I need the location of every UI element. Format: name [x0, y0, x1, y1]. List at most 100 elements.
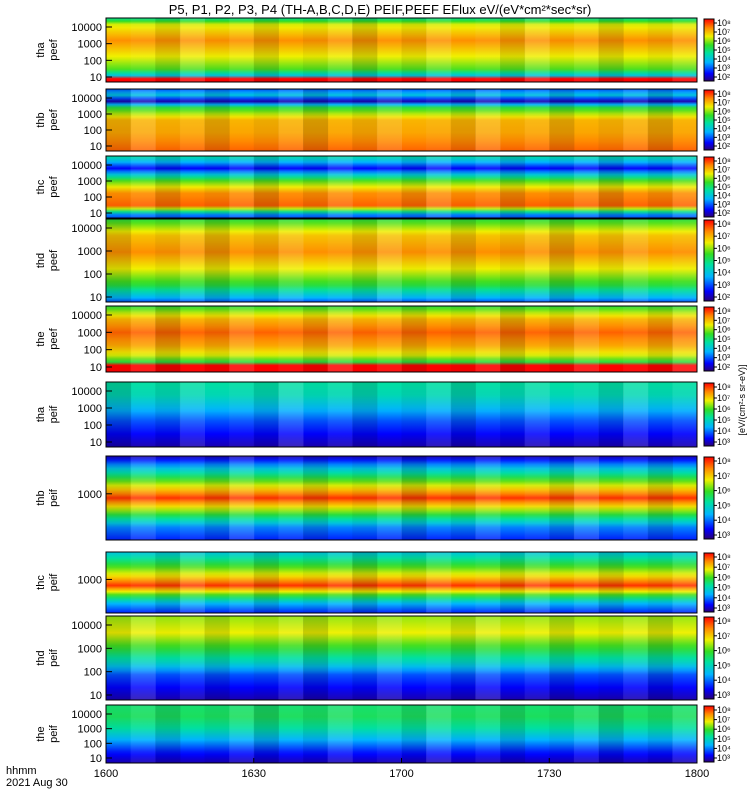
- heatmap-column: [573, 705, 599, 763]
- colorbar-label: 10⁶: [717, 36, 731, 46]
- heatmap-column: [500, 219, 526, 302]
- heatmap-column: [352, 616, 378, 700]
- panel-frame: [105, 381, 698, 448]
- heatmap-column: [524, 219, 550, 302]
- heatmap-column: [278, 705, 303, 763]
- heatmap-column: [278, 456, 304, 540]
- colorbar-thb-peif: [703, 456, 715, 540]
- colorbar-label: 10³: [717, 132, 730, 142]
- heatmap-column: [106, 89, 132, 151]
- heatmap-column: [573, 552, 599, 613]
- heatmap-the-peef: [106, 306, 697, 372]
- panels: tha peef1010010001000010²10³10⁴10⁵10⁶10⁷1…: [35, 17, 731, 765]
- heatmap-column: [253, 18, 279, 82]
- heatmap-column: [106, 382, 132, 447]
- heatmap-column: [623, 705, 648, 763]
- x-axis: 1600 1630 1700 1730 1800: [94, 758, 709, 780]
- ytick-label: 10: [90, 437, 102, 449]
- colorbar-label: 10⁷: [717, 631, 730, 641]
- heatmap-column: [253, 552, 279, 613]
- colorbar-label: 10⁴: [717, 191, 731, 201]
- heatmap-column: [573, 382, 599, 447]
- heatmap-column: [155, 705, 181, 763]
- heatmap-column: [647, 705, 673, 763]
- heatmap-column: [376, 156, 402, 218]
- heatmap-column: [623, 89, 649, 151]
- heatmap-column: [205, 18, 230, 82]
- panel-thd-peif: thd peif 10 100 1000 10000 10³ 10⁴ 10⁵ 10⁶ 10⁷ 10⁸: [35, 615, 731, 702]
- colorbar-thc-peef: [703, 156, 715, 218]
- heatmap-column: [500, 705, 526, 763]
- heatmap-column: [450, 89, 476, 151]
- heatmap-column: [549, 552, 574, 613]
- ytick-label: 100: [84, 192, 102, 204]
- colorbar-label: 10⁷: [717, 715, 730, 725]
- heatmap-column: [672, 705, 698, 763]
- colorbar-label: 10²: [717, 208, 730, 218]
- panel-thc-peef: thc peef 10 100 1000 10000 10²10³10⁴10⁵10⁶10⁷1…: [35, 155, 731, 220]
- heatmap-column: [179, 219, 205, 302]
- colorbar-label: 10⁸: [717, 89, 731, 99]
- colorbar-tha-peif: [703, 382, 715, 447]
- heatmap-column: [647, 456, 673, 540]
- heatmap-column: [525, 306, 550, 372]
- ytick-label: 100: [84, 420, 102, 432]
- colorbar-label: 10⁵: [717, 734, 731, 744]
- heatmap-column: [524, 382, 550, 447]
- heatmap-column: [426, 552, 452, 613]
- heatmap-column: [352, 89, 378, 151]
- panel-tha-peef: tha peef 10 100 1000 10000 10²10³10⁴10⁵10⁶10⁷1…: [35, 17, 731, 84]
- ylabel2-thc-peif: peif: [48, 573, 60, 592]
- heatmap-thc-peef: [106, 156, 697, 218]
- heatmap-column: [475, 552, 501, 613]
- colorbar-label: 10⁷: [717, 231, 730, 241]
- heatmap-column: [524, 456, 550, 540]
- colorbar-label: 10⁴: [717, 426, 731, 436]
- colorbar-label: 10⁶: [717, 243, 731, 253]
- heatmap-column: [401, 306, 427, 372]
- heatmap-column: [155, 306, 181, 372]
- colorbar-label: 10⁸: [717, 552, 731, 562]
- heatmap-column: [475, 456, 501, 540]
- ytick-label: 1000: [78, 327, 102, 339]
- colorbar-label: 10³: [717, 437, 730, 447]
- heatmap-column: [254, 456, 279, 540]
- heatmap-column: [672, 156, 698, 218]
- ytick-label: 10: [90, 141, 102, 153]
- heatmap-column: [229, 705, 255, 763]
- footer-hhmm: hhmm: [6, 765, 37, 777]
- heatmap-column: [549, 456, 575, 540]
- colorbar-label: 10³: [717, 690, 730, 700]
- heatmap-column: [155, 382, 181, 447]
- heatmap-column: [327, 705, 353, 763]
- heatmap-column: [106, 306, 132, 372]
- heatmap-column: [155, 616, 180, 700]
- heatmap-column: [451, 156, 476, 218]
- heatmap-column: [623, 306, 649, 372]
- panel-frame: [105, 551, 698, 614]
- heatmap-column: [253, 616, 279, 700]
- colorbar-label: 10⁶: [717, 173, 731, 183]
- colorbar-label: 10⁷: [717, 315, 730, 325]
- ytick-label: 10000: [71, 386, 102, 398]
- colorbar-label: 10³: [717, 603, 730, 613]
- heatmap-column: [426, 382, 452, 447]
- heatmap-column: [647, 18, 673, 82]
- heatmap-column: [598, 616, 624, 700]
- heatmap-column: [253, 89, 279, 151]
- heatmap-column: [106, 219, 132, 302]
- ytick-label: 100: [84, 269, 102, 281]
- colorbar-label: 10⁵: [717, 256, 731, 266]
- colorbar-label: 10³: [717, 199, 730, 209]
- ytick-label: 10000: [71, 22, 102, 34]
- heatmap-column: [672, 306, 698, 372]
- heatmap-column: [278, 382, 304, 447]
- ylabel-thb-peef: thb: [35, 112, 47, 127]
- colorbar-label: 10³: [717, 280, 730, 290]
- colorbar-label: 10³: [717, 353, 730, 363]
- heatmap-column: [253, 156, 279, 218]
- heatmap-column: [574, 219, 599, 302]
- colorbar-label: 10³: [717, 63, 730, 73]
- heatmap-column: [303, 306, 329, 372]
